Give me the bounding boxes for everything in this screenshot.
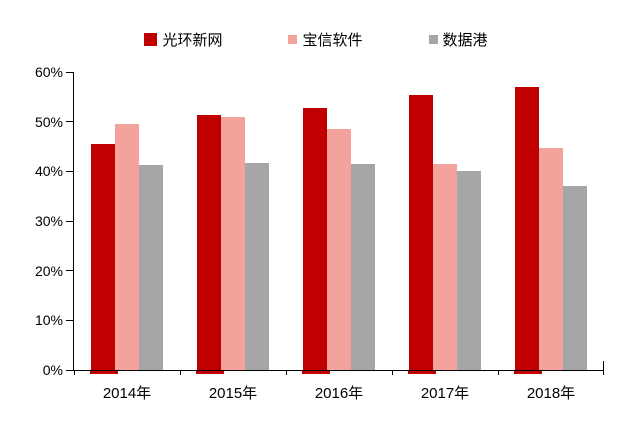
plot-area: 0% 10% 20% 30% 40% 50% 60% 2014年 2015年 2016年 2017年…: [35, 64, 604, 402]
x-axis-label: 2018年: [526, 385, 576, 402]
legend-label: 宝信软件: [302, 31, 363, 49]
bar-series0-0: [91, 144, 115, 370]
y-axis-label: 20%: [34, 262, 63, 279]
x-axis-tick: [603, 370, 604, 375]
x-axis-tick: [74, 370, 75, 375]
bar-underline-shadow: [514, 371, 542, 374]
y-axis-tick: [66, 220, 73, 222]
bar-series0-1: [197, 115, 221, 370]
legend-item-1: 宝信软件: [288, 29, 363, 50]
legend-swatch-icon: [288, 34, 298, 44]
bar-series1-3: [433, 163, 457, 370]
x-axis-tick: [392, 370, 393, 375]
bar-series2-1: [245, 163, 269, 370]
y-axis-label: 10%: [34, 312, 63, 329]
bar-series0-4: [515, 86, 539, 370]
y-axis-tick: [66, 71, 73, 73]
bar-series2-2: [351, 164, 375, 370]
bar-series2-0: [139, 165, 163, 370]
x-axis-label: 2014年: [102, 385, 152, 402]
y-axis-label: 40%: [34, 163, 63, 180]
x-axis-label: 2017年: [420, 385, 470, 402]
y-axis-tick: [66, 369, 73, 371]
bar-underline-shadow: [302, 371, 330, 374]
x-axis-tick: [498, 370, 499, 375]
bar-series1-0: [115, 123, 139, 370]
y-axis-tick: [66, 270, 73, 272]
y-axis-tick: [66, 319, 73, 321]
y-axis-label: 60%: [34, 64, 63, 80]
chart-legend: 光环新网 宝信软件 数据港: [0, 28, 632, 50]
legend-label: 光环新网: [162, 31, 223, 49]
x-axis-tick: [180, 370, 181, 375]
bar-underline-shadow: [196, 371, 224, 374]
legend-swatch-icon: [428, 34, 438, 44]
y-axis-tick: [66, 121, 73, 123]
bar-underline-shadow: [90, 371, 118, 374]
y-axis-label: 30%: [34, 213, 63, 229]
legend-label: 数据港: [442, 31, 488, 49]
bar-series0-2: [303, 107, 327, 370]
x-axis-label: 2016年: [314, 385, 364, 402]
bar-series2-3: [457, 171, 481, 370]
y-axis-label: 0%: [42, 362, 63, 378]
x-axis-label: 2015年: [208, 385, 258, 402]
bar-series2-4: [563, 186, 587, 370]
x-axis-tick: [286, 370, 287, 375]
bar-underline-shadow: [408, 371, 436, 374]
legend-item-2: 数据港: [428, 29, 488, 50]
legend-item-0: 光环新网: [144, 29, 222, 50]
legend-swatch-icon: [144, 32, 158, 46]
y-axis-tick: [66, 170, 73, 172]
bar-series1-2: [327, 128, 351, 370]
bar-series1-1: [221, 116, 245, 370]
y-axis-label: 50%: [34, 113, 63, 130]
bar-series1-4: [539, 147, 563, 370]
x-axis-end-tick: [603, 361, 604, 370]
bar-series0-3: [409, 94, 433, 370]
